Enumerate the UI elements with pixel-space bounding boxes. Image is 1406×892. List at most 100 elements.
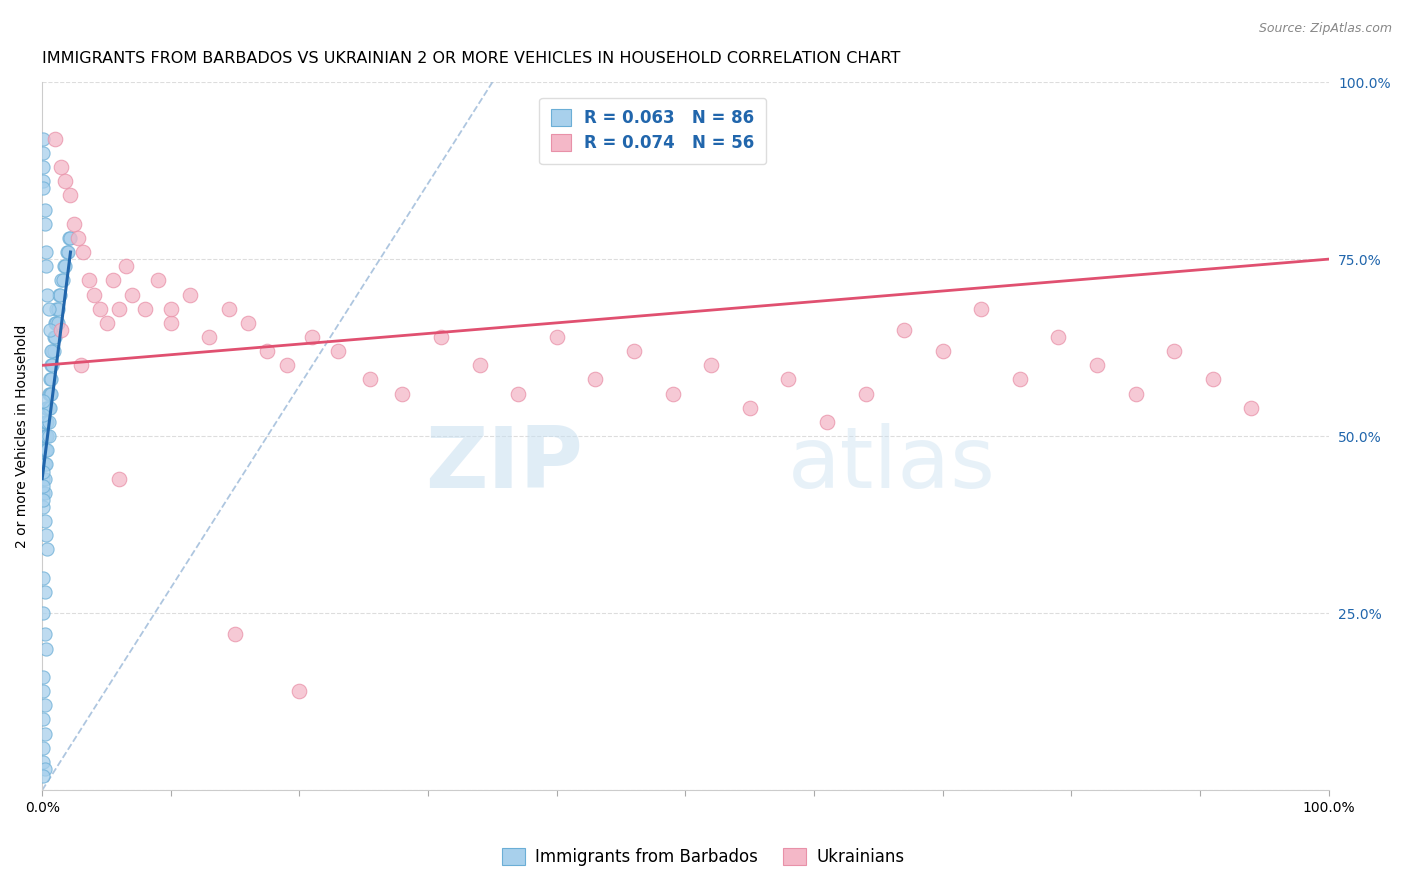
Point — [34, 514, 56, 528]
Point — [326, 344, 349, 359]
Point — [39, 401, 62, 415]
Point — [37, 429, 59, 443]
Point — [35, 443, 58, 458]
Point — [42, 344, 65, 359]
Point — [288, 684, 311, 698]
Point — [256, 344, 278, 359]
Point — [583, 372, 606, 386]
Point — [39, 372, 62, 386]
Point — [34, 202, 56, 217]
Point — [179, 287, 201, 301]
Point — [108, 301, 131, 316]
Text: IMMIGRANTS FROM BARBADOS VS UKRAINIAN 2 OR MORE VEHICLES IN HOUSEHOLD CORRELATIO: IMMIGRANTS FROM BARBADOS VS UKRAINIAN 2 … — [42, 51, 901, 66]
Point — [114, 259, 136, 273]
Point — [48, 287, 70, 301]
Point — [53, 259, 76, 273]
Point — [32, 500, 55, 514]
Point — [39, 323, 62, 337]
Point — [700, 359, 723, 373]
Point — [37, 415, 59, 429]
Point — [46, 316, 69, 330]
Point — [1163, 344, 1185, 359]
Point — [35, 528, 58, 542]
Point — [32, 684, 55, 698]
Point — [42, 330, 65, 344]
Point — [32, 606, 55, 620]
Point — [37, 287, 59, 301]
Point — [37, 542, 59, 557]
Point — [236, 316, 259, 330]
Point — [41, 359, 63, 373]
Point — [59, 231, 82, 245]
Point — [815, 415, 838, 429]
Point — [34, 485, 56, 500]
Point — [35, 641, 58, 656]
Point — [1202, 372, 1225, 386]
Point — [32, 443, 55, 458]
Point — [53, 259, 76, 273]
Point — [32, 479, 55, 493]
Point — [56, 245, 79, 260]
Point — [39, 386, 62, 401]
Point — [34, 698, 56, 713]
Point — [32, 465, 55, 479]
Y-axis label: 2 or more Vehicles in Household: 2 or more Vehicles in Household — [15, 325, 30, 548]
Point — [38, 401, 60, 415]
Point — [34, 429, 56, 443]
Point — [32, 492, 55, 507]
Point — [32, 458, 55, 472]
Point — [35, 458, 58, 472]
Point — [38, 386, 60, 401]
Legend: Immigrants from Barbados, Ukrainians: Immigrants from Barbados, Ukrainians — [495, 841, 911, 873]
Point — [508, 386, 530, 401]
Point — [931, 344, 953, 359]
Point — [430, 330, 453, 344]
Point — [34, 415, 56, 429]
Point — [218, 301, 240, 316]
Point — [51, 323, 73, 337]
Point — [96, 316, 118, 330]
Point — [53, 174, 76, 188]
Point — [1008, 372, 1031, 386]
Point — [72, 245, 94, 260]
Point — [276, 359, 298, 373]
Point — [35, 401, 58, 415]
Point — [1125, 386, 1147, 401]
Point — [44, 132, 66, 146]
Point — [893, 323, 915, 337]
Point — [55, 245, 77, 260]
Point — [1085, 359, 1108, 373]
Point — [34, 472, 56, 486]
Point — [35, 259, 58, 273]
Point — [69, 359, 91, 373]
Point — [32, 472, 55, 486]
Point — [51, 273, 73, 287]
Point — [160, 301, 183, 316]
Point — [34, 585, 56, 599]
Point — [41, 344, 63, 359]
Point — [32, 160, 55, 174]
Point — [1240, 401, 1263, 415]
Point — [198, 330, 221, 344]
Point — [34, 762, 56, 776]
Point — [45, 316, 67, 330]
Point — [101, 273, 124, 287]
Point — [58, 231, 80, 245]
Point — [32, 132, 55, 146]
Point — [32, 712, 55, 726]
Point — [45, 301, 67, 316]
Point — [44, 316, 66, 330]
Point — [39, 359, 62, 373]
Text: Source: ZipAtlas.com: Source: ZipAtlas.com — [1258, 22, 1392, 36]
Point — [32, 181, 55, 195]
Point — [39, 344, 62, 359]
Point — [34, 458, 56, 472]
Point — [39, 386, 62, 401]
Point — [35, 245, 58, 260]
Point — [32, 485, 55, 500]
Point — [224, 627, 246, 641]
Point — [38, 415, 60, 429]
Point — [359, 372, 381, 386]
Point — [34, 443, 56, 458]
Point — [134, 301, 156, 316]
